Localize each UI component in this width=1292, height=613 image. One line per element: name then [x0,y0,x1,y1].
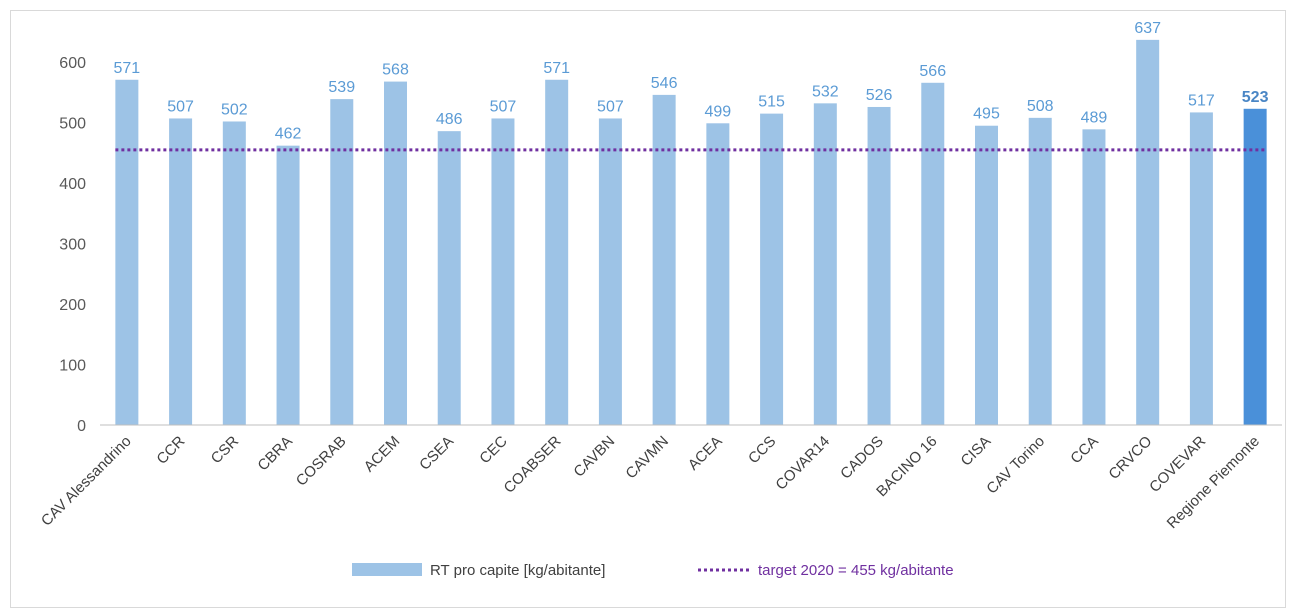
data-label: 566 [919,63,946,80]
data-label: 568 [382,62,409,79]
data-label: 495 [973,106,1000,123]
legend: RT pro capite [kg/abitante] target 2020 … [352,562,954,579]
bar-coabser [545,79,569,425]
category-label: CCA [1067,433,1101,467]
data-label: 489 [1081,109,1108,126]
category-label: CBRA [254,433,295,474]
y-tick-label: 200 [59,297,86,314]
bar-crvco [1136,39,1160,426]
category-label: CRVCO [1105,433,1155,483]
bar-cca [1082,129,1106,425]
bar-cavmn [652,94,676,425]
category-label: ACEA [685,433,726,474]
data-label: 532 [812,83,839,100]
y-tick-label: 600 [59,55,86,72]
y-tick-label: 400 [59,176,86,193]
bars-group [115,39,1267,426]
y-tick-label: 500 [59,116,86,133]
bar-cav-alessandrino [115,79,139,425]
data-label: 499 [705,103,732,120]
bar-cados [867,106,891,426]
bar-cosrab [330,99,354,425]
category-label: CSEA [416,433,457,474]
category-label: ACEM [361,433,404,476]
data-label: 486 [436,111,463,128]
category-label: CADOS [837,433,887,483]
data-labels-group: 571 507 502 462 539 568 486 507 571 507 546 499 515 5… [114,20,1269,143]
category-label: CISA [958,433,995,470]
category-label: CCR [153,433,188,468]
bar-ccs [760,113,784,425]
data-label: 515 [758,94,785,111]
category-label: COVAR14 [772,433,833,494]
y-tick-label: 100 [59,358,86,375]
legend-label-target: target 2020 = 455 kg/abitante [758,562,954,579]
data-label: 508 [1027,98,1054,115]
bar-cav-torino [1028,117,1052,426]
bar-covevar [1189,112,1213,425]
bar-cavbn [598,118,622,426]
category-label: Regione Piemonte [1164,433,1263,532]
bar-acem [384,81,407,425]
bar-covar14 [813,103,837,426]
legend-swatch-rt [352,563,422,576]
y-tick-label: 0 [77,418,86,435]
data-label: 546 [651,75,678,92]
bar-acea [706,123,730,425]
bar-csr [222,121,246,425]
bar-ccr [169,118,193,426]
category-label: CSR [208,433,243,468]
data-label: 507 [490,98,517,115]
category-label: COABSER [501,433,565,497]
data-label: 571 [543,60,570,77]
data-label: 462 [275,126,302,143]
category-label: CEC [476,433,511,468]
data-label: 637 [1134,20,1161,37]
category-label: CAVMN [622,433,672,483]
bar-cec [491,118,515,426]
category-label: CCS [745,433,779,467]
category-label: CAVBN [570,433,618,481]
data-label: 507 [597,98,624,115]
bar-regione-piemonte [1243,108,1267,425]
y-tick-label: 300 [59,237,86,254]
data-label: 523 [1242,89,1269,106]
data-label: 507 [167,98,194,115]
data-label: 571 [114,60,141,77]
y-axis: 0 100 200 300 400 500 600 [59,55,86,435]
legend-label-rt: RT pro capite [kg/abitante] [430,562,605,579]
chart-frame [10,10,1286,608]
category-label: CAV Alessandrino [38,433,135,530]
bar-csea [437,131,461,425]
data-label: 502 [221,101,248,118]
bar-cisa [975,125,998,425]
data-label: 539 [328,79,355,96]
bar-cbra [276,145,300,425]
bar-bacino-16 [921,82,945,425]
data-label: 526 [866,87,893,104]
category-label: CAV Torino [983,433,1048,498]
data-label: 517 [1188,92,1215,109]
category-label: COSRAB [293,433,350,490]
